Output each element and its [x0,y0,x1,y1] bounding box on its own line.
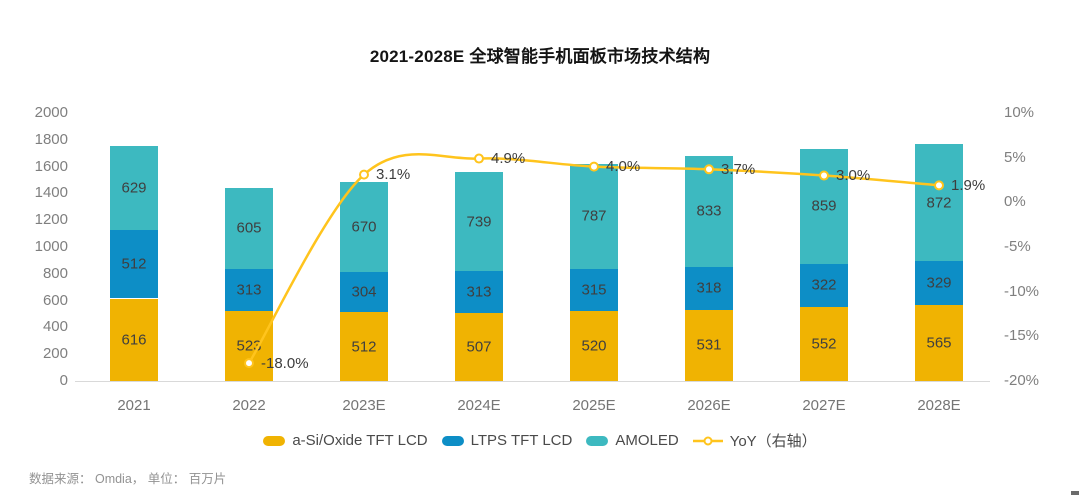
bar-segment: 507 [455,313,503,381]
bar-value-label: 512 [121,255,147,273]
y-axis-tick-left: 0 [59,372,68,389]
bar-value-label: 629 [121,179,147,197]
bar-segment: 739 [455,172,503,272]
bar-segment: 565 [915,305,963,381]
bar-value-label: 531 [696,336,722,354]
y-axis-tick-left: 600 [42,291,68,309]
bar-value-label: 304 [351,283,377,301]
bar-segment: 531 [685,309,733,381]
y-axis-tick-right: 5% [1004,148,1026,166]
bar-segment: 552 [800,307,848,381]
bar-value-label: 322 [811,276,837,294]
bar-segment: 322 [800,263,848,307]
bar-segment: 512 [110,229,158,299]
bar-value-label: 520 [581,337,607,355]
x-axis-label: 2021 [117,397,151,414]
y-axis-tick-right: -15% [1004,327,1040,345]
bar-segment: 315 [570,269,618,312]
y-axis-tick-right: 10% [1004,104,1035,121]
bar-value-label: 313 [466,283,492,301]
y-axis-tick-left: 1000 [34,238,68,255]
bar-value-label: 833 [696,202,722,220]
y-axis-tick-left: 200 [42,345,68,363]
bar-segment: 318 [685,267,733,310]
x-axis-label: 2025E [572,397,616,414]
legend: a-Si/Oxide TFT LCD LTPS TFT LCD AMOLED YoY（… [0,430,1080,451]
source-note: 数据来源： Omdia， 单位： 百万片 [29,472,227,486]
bar-segment: 629 [110,145,158,230]
bar-value-label: 329 [926,274,952,292]
x-axis-label: 2022 [232,397,266,414]
legend-label: AMOLED [615,432,679,449]
legend-item: LTPS TFT LCD [441,432,573,449]
bar-segment: 313 [225,269,273,311]
legend-swatch-icon [441,435,464,446]
corner-artifact [1071,491,1079,495]
bar-value-label: 512 [351,338,377,356]
chart-title: 2021-2028E 全球智能手机面板市场技术结构 [369,47,711,66]
x-axis-line [75,381,990,382]
bar-value-label: 787 [581,207,607,225]
bar-segment: 329 [915,261,963,306]
y-axis-tick-right: -10% [1004,282,1040,300]
bar-value-label: 313 [236,281,262,299]
bar-value-label: 523 [236,337,262,355]
yoy-marker [359,169,369,180]
legend-item: YoY（右轴） [692,430,817,451]
legend-label: YoY（右轴） [729,433,817,450]
y-axis-tick-right: 0% [1004,193,1026,211]
y-axis-tick-left: 1400 [34,184,68,202]
bar-value-label: 507 [466,338,492,356]
y-axis-tick-left: 1800 [34,130,68,148]
bar-value-label: 670 [351,218,377,236]
bar-segment: 787 [570,163,618,270]
bar-segment: 512 [340,312,388,381]
legend-label: a-Si/Oxide TFT LCD [292,432,428,449]
bar-value-label: 739 [466,213,492,231]
yoy-point-label: 3.7% [721,160,756,178]
legend-item: AMOLED [586,432,679,449]
bar-value-label: 315 [581,281,607,299]
yoy-point-label: 3.1% [376,166,411,184]
bar-segment: 304 [340,271,388,313]
yoy-point-label: 4.0% [606,158,641,176]
y-axis-tick-right: -5% [1004,238,1031,255]
bar-value-label: 605 [236,219,262,237]
legend-line-icon [692,436,723,445]
x-axis-label: 2023E [342,397,386,414]
yoy-point-label: 3.0% [836,167,871,185]
bar-segment: 313 [455,271,503,313]
x-axis-label: 2024E [457,397,501,414]
y-axis-tick-left: 400 [42,318,68,336]
x-axis-label: 2026E [687,397,731,414]
yoy-point-label: -18.0% [261,354,309,372]
bar-segment: 616 [110,298,158,381]
y-axis-tick-right: -20% [1004,372,1040,389]
y-axis-tick-left: 2000 [34,104,68,121]
bar-segment: 670 [340,181,388,272]
yoy-marker [474,153,484,164]
bar-value-label: 616 [121,331,147,349]
bar-value-label: 565 [926,334,952,352]
bar-value-label: 552 [811,335,837,353]
yoy-point-label: 4.9% [491,150,526,168]
bar-value-label: 318 [696,279,722,297]
bar-segment: 605 [225,187,273,269]
bar-value-label: 872 [926,194,952,212]
legend-label: LTPS TFT LCD [470,432,573,449]
y-axis-tick-left: 1200 [34,211,68,229]
legend-swatch-icon [263,435,286,446]
legend-swatch-icon [586,435,609,446]
y-axis-tick-left: 800 [42,264,68,282]
yoy-point-label: 1.9% [951,176,986,194]
y-axis-tick-left: 1600 [34,157,68,175]
legend-item: a-Si/Oxide TFT LCD [263,432,428,449]
bar-value-label: 859 [811,197,837,215]
x-axis-label: 2027E [802,397,846,414]
bar-segment: 872 [915,144,963,262]
x-axis-label: 2028E [917,397,961,414]
bar-segment: 520 [570,311,618,381]
